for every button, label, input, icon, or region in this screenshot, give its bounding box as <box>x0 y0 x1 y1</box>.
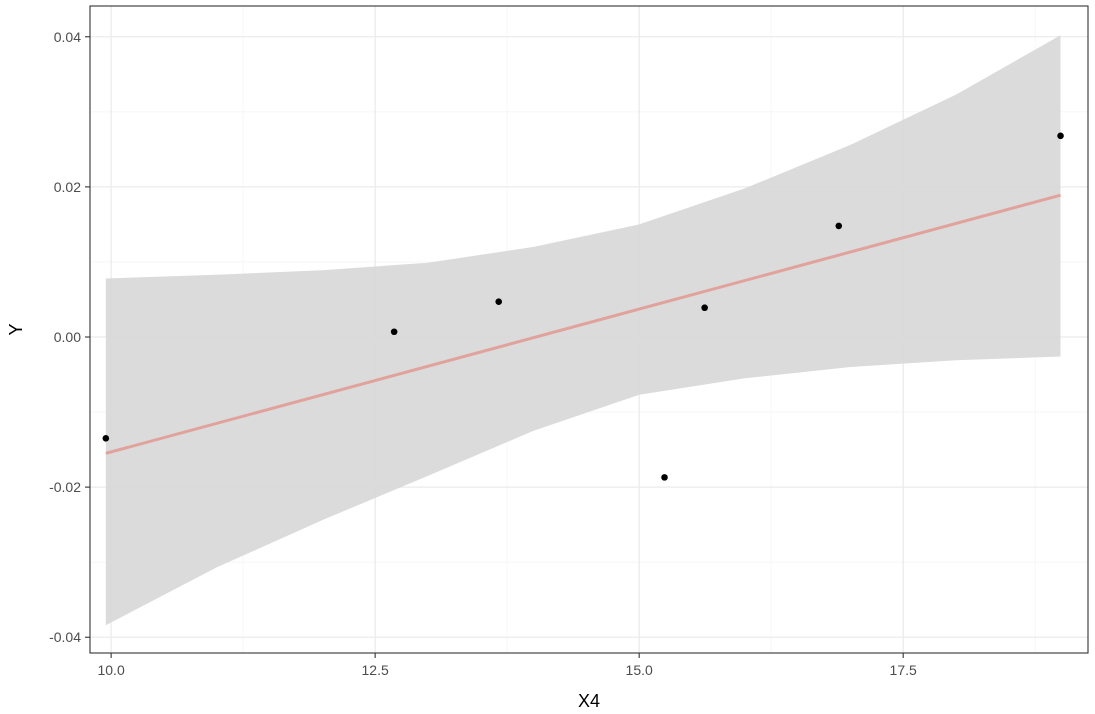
x-tick-label: 10.0 <box>97 662 124 678</box>
points-layer <box>102 132 1064 481</box>
y-tick-label: -0.04 <box>49 629 81 645</box>
y-tick-label: 0.04 <box>54 29 81 45</box>
x-axis-title: X4 <box>578 691 600 711</box>
y-tick-label: 0.00 <box>54 329 81 345</box>
fit-line-layer <box>105 193 1061 455</box>
panel-border <box>89 5 1089 654</box>
y-tick-label: 0.02 <box>54 179 81 195</box>
data-point <box>1057 132 1064 140</box>
x-tick-label: 12.5 <box>362 662 389 678</box>
confidence-band <box>105 35 1061 626</box>
x-tick-label: 15.0 <box>626 662 653 678</box>
data-point <box>661 474 668 481</box>
data-point <box>701 304 708 312</box>
x-tick-label: 17.5 <box>890 662 917 678</box>
axis-ticks <box>85 36 904 658</box>
y-tick-label: -0.02 <box>49 479 81 495</box>
y-axis-title: Y <box>6 323 26 335</box>
data-point <box>835 222 843 230</box>
data-point <box>102 435 110 442</box>
regression-line <box>105 193 1061 455</box>
confidence-band-layer <box>105 35 1061 626</box>
data-point <box>390 328 398 336</box>
tick-labels: 10.0 12.5 15.0 17.5 -0.04 -0.02 0.00 0.02 0.04 <box>49 29 917 678</box>
data-point <box>495 298 503 306</box>
